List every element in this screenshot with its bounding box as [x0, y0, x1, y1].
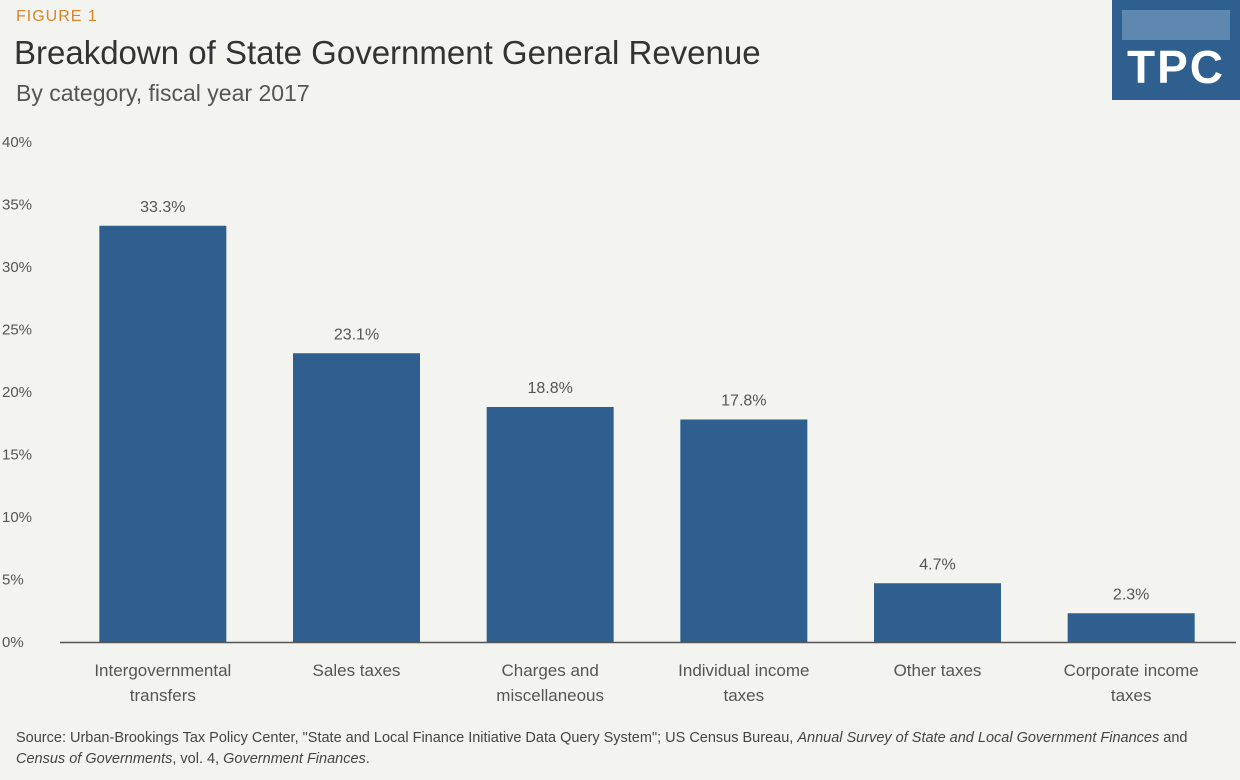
bar — [293, 353, 420, 642]
logo-emblem — [1122, 10, 1230, 40]
source-note: Source: Urban-Brookings Tax Policy Cente… — [16, 728, 1228, 770]
y-tick-label: 10% — [2, 509, 32, 526]
category-label: Intergovernmental transfers — [94, 661, 231, 705]
category-label: Charges and miscellaneous — [496, 661, 604, 705]
logo-text: TPC — [1127, 41, 1225, 93]
y-tick-label: 0% — [2, 634, 24, 651]
bar — [874, 583, 1001, 642]
category-label: Individual income taxes — [678, 661, 809, 705]
category-label-line: Sales taxes — [313, 661, 401, 680]
data-label: 33.3% — [140, 199, 185, 216]
data-label: 17.8% — [721, 393, 766, 410]
category-label-line: Other taxes — [894, 661, 982, 680]
category-label: Corporate income taxes — [1064, 661, 1199, 705]
y-tick-label: 25% — [2, 322, 32, 339]
bar-chart: 0% 5% 10% 15% 20% 25% 30% 35% 40% 33.3% 23.1% 18.8… — [2, 134, 1236, 705]
tpc-logo: TPC — [1112, 0, 1240, 100]
y-tick-label: 35% — [2, 197, 32, 214]
y-tick-label: 15% — [2, 447, 32, 464]
category-label: Other taxes — [894, 661, 982, 680]
data-label: 2.3% — [1113, 586, 1149, 603]
bar — [486, 407, 614, 642]
y-tick-label: 20% — [2, 384, 32, 401]
category-label-line: taxes — [724, 686, 765, 705]
y-tick-label: 5% — [2, 572, 24, 589]
bar — [680, 419, 808, 642]
category-label-line: taxes — [1111, 686, 1152, 705]
data-labels: 33.3% 23.1% 18.8% 17.8% 4.7% 2.3% — [140, 199, 1149, 604]
source-prefix: Source: Urban-Brookings Tax Policy Cente… — [16, 730, 798, 746]
data-label: 4.7% — [919, 556, 955, 573]
category-label-line: Corporate income — [1064, 661, 1199, 680]
category-label: Sales taxes — [313, 661, 401, 680]
bar — [1067, 613, 1195, 642]
category-label-line: Individual income — [678, 661, 809, 680]
chart-subtitle: By category, fiscal year 2017 — [16, 80, 310, 106]
bar — [99, 225, 227, 642]
data-label: 18.8% — [527, 380, 572, 397]
y-tick-label: 30% — [2, 259, 32, 276]
y-axis-tick-labels: 0% 5% 10% 15% 20% 25% 30% 35% 40% — [2, 134, 32, 651]
source-title-survey: Annual Survey of State and Local Governm… — [797, 730, 1160, 746]
source-end: . — [365, 751, 370, 767]
category-label-line: Intergovernmental — [94, 661, 231, 680]
bars — [99, 225, 1195, 642]
figure-label: FIGURE 1 — [16, 8, 98, 25]
source-middle: and — [1159, 730, 1188, 746]
category-labels: Intergovernmental transfers Sales taxes Cha… — [94, 661, 1198, 705]
source-title-census: Census of Governments — [16, 751, 173, 767]
data-label: 23.1% — [334, 326, 379, 343]
category-label-line: miscellaneous — [496, 686, 604, 705]
y-tick-label: 40% — [2, 134, 32, 151]
category-label-line: Charges and — [501, 661, 598, 680]
chart-title: Breakdown of State Government General Re… — [14, 34, 761, 71]
source-suffix: , vol. 4, — [172, 751, 224, 767]
source-title-finances: Government Finances — [223, 751, 366, 767]
category-label-line: transfers — [130, 686, 196, 705]
